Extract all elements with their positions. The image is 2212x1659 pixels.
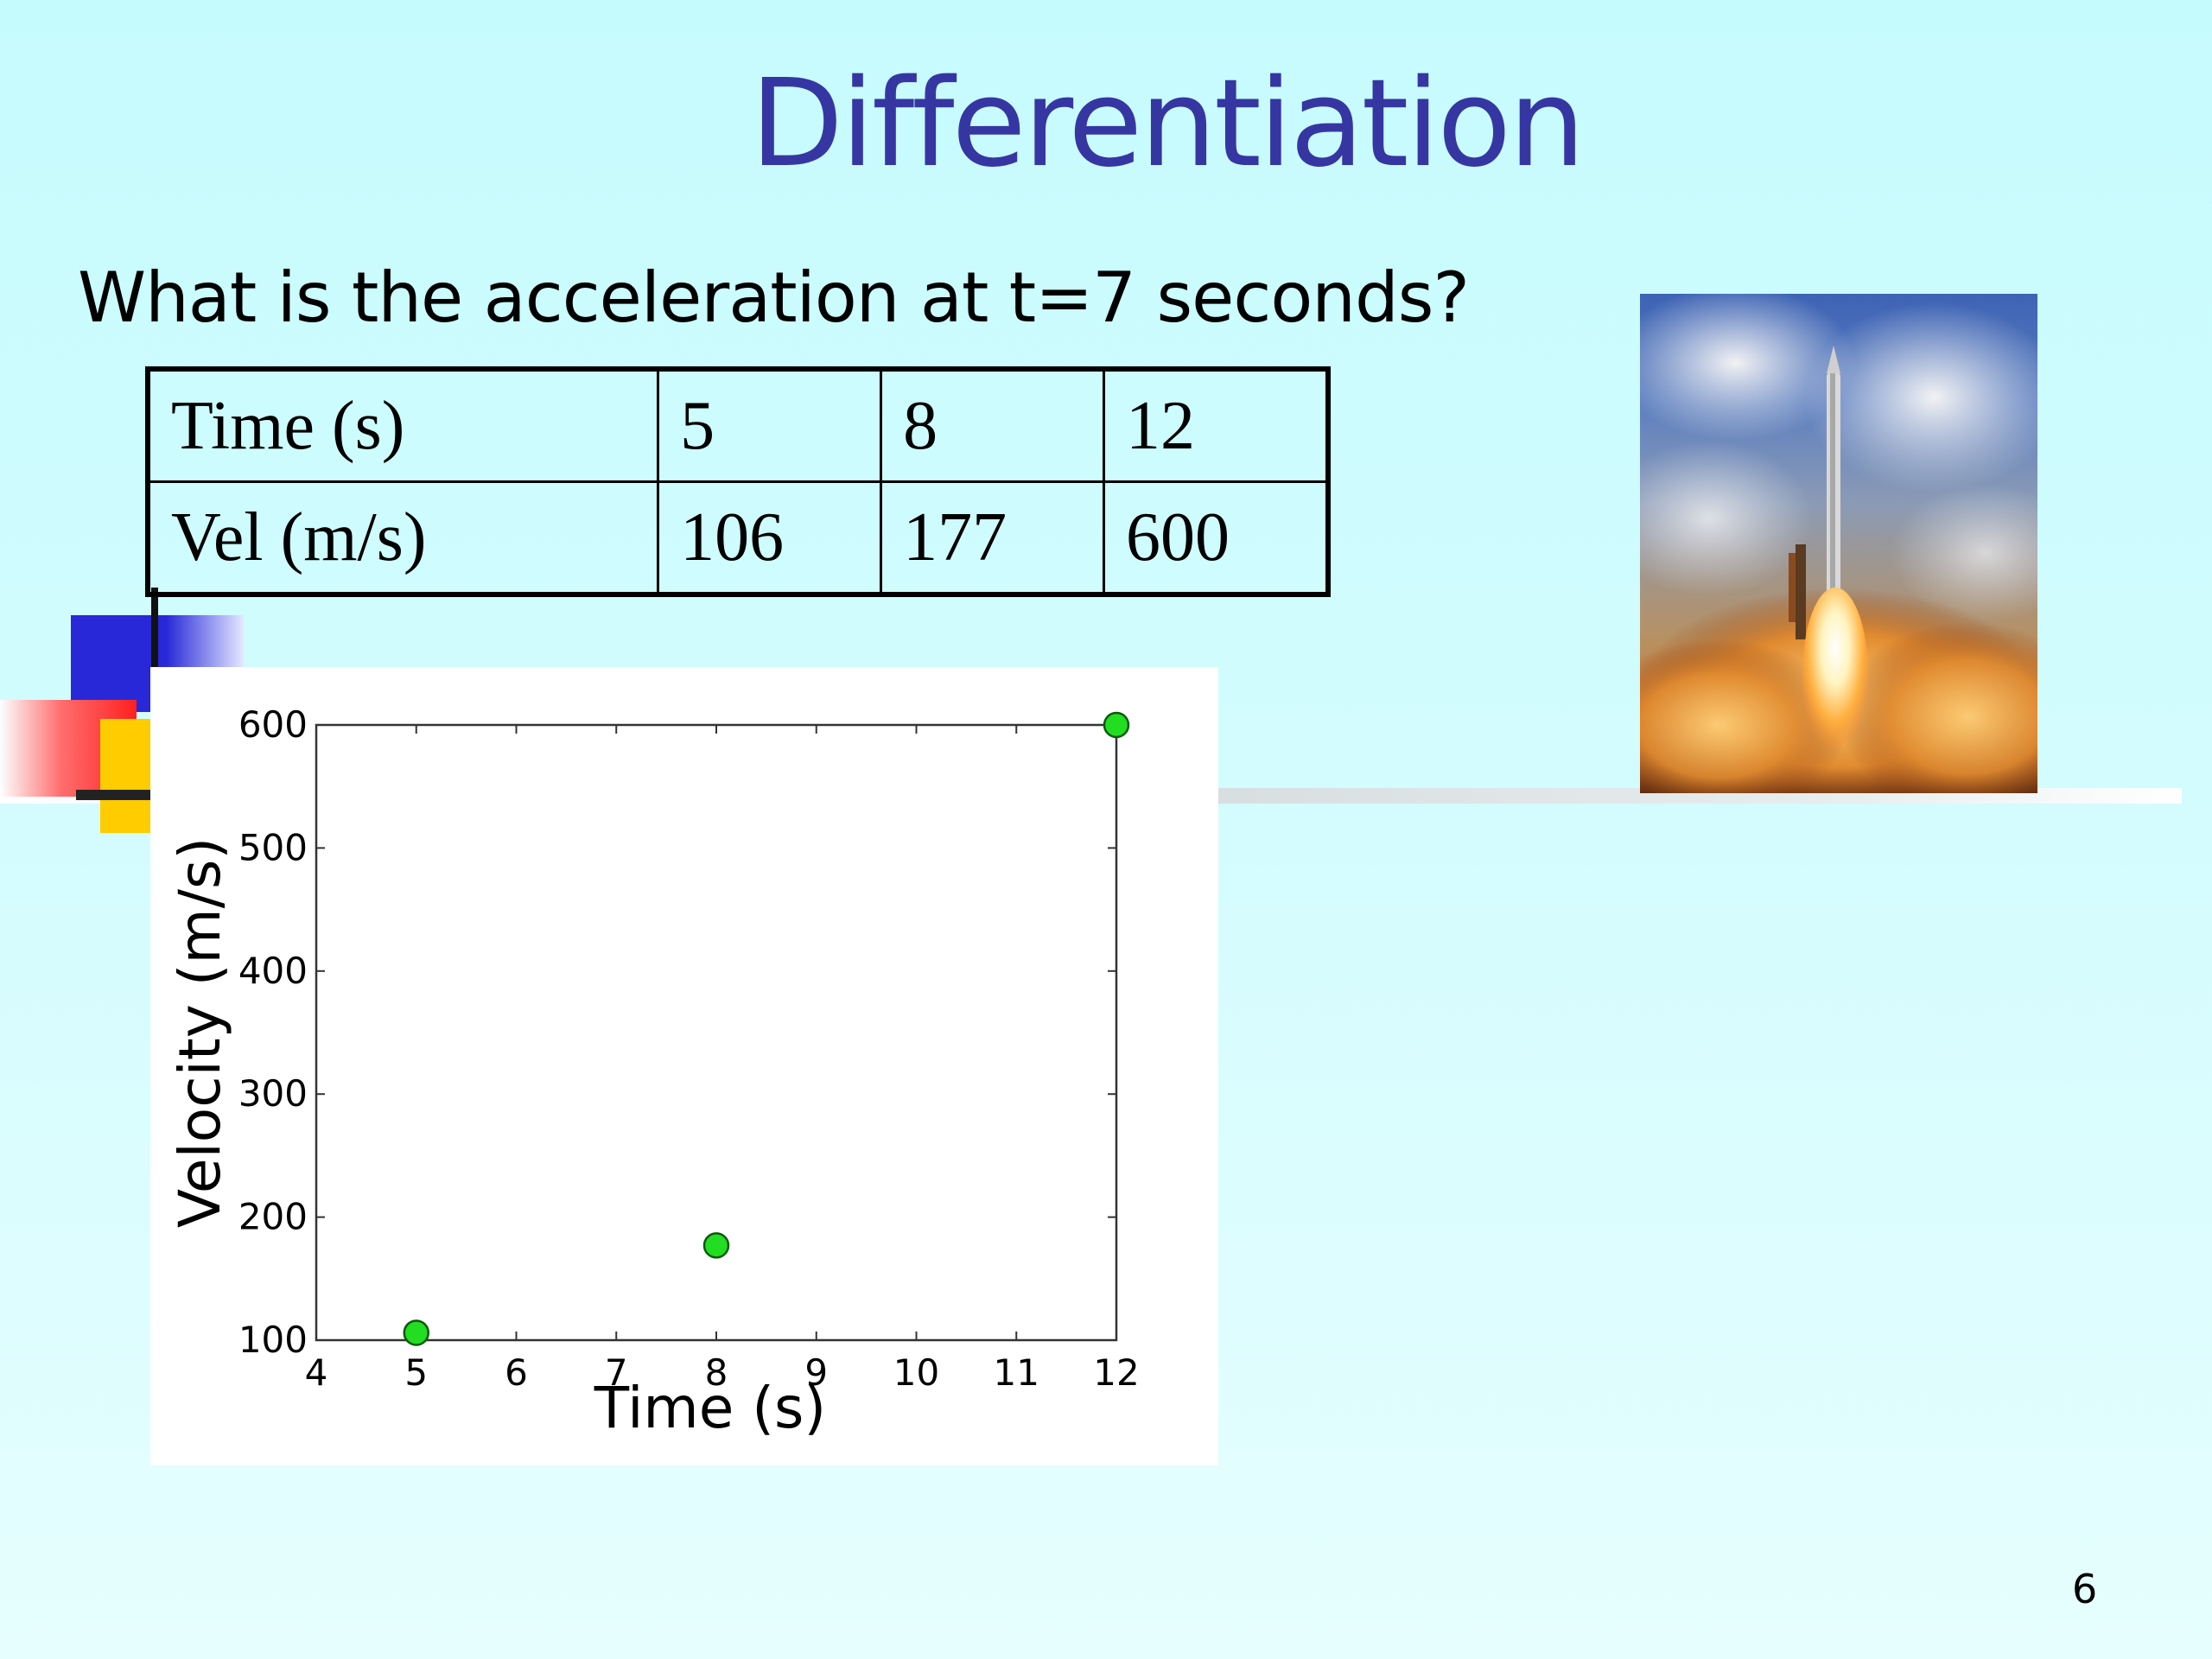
x-tick-label: 4 [305,1351,328,1394]
data-table: Time (s) 5 8 12 Vel (m/s) 106 177 600 [145,366,1331,597]
y-tick-label: 500 [238,826,308,868]
x-tick-label: 9 [804,1351,828,1394]
data-point [403,1319,429,1346]
table-row-velocity: Vel (m/s) 106 177 600 [146,480,1330,596]
rocket-launch-photo [1640,294,2037,793]
table-row-time: Time (s) 5 8 12 [146,367,1330,483]
data-point [1103,711,1130,739]
y-tick-label: 300 [238,1072,308,1115]
question-text: What is the acceleration at t=7 seconds? [78,257,1470,338]
table-cell: 106 [657,480,883,596]
y-tick-label: 400 [238,950,308,992]
page-number: 6 [2072,1566,2098,1612]
y-tick-label: 200 [238,1196,308,1238]
table-cell: 5 [657,367,883,483]
decorative-vertical-line [151,588,158,691]
x-axis-label: Time (s) [594,1375,826,1441]
x-tick-label: 11 [994,1351,1039,1394]
x-tick-label: 12 [1093,1351,1139,1394]
y-tick-label: 100 [238,1319,308,1361]
x-tick-label: 8 [705,1351,728,1394]
y-tick-label: 600 [238,703,308,746]
decorative-yellow-square [100,719,152,833]
table-cell: 12 [1103,367,1330,483]
rocket-icon [1640,294,2037,793]
x-tick-label: 6 [505,1351,528,1394]
x-tick-label: 10 [893,1351,939,1394]
x-tick-label: 5 [404,1351,428,1394]
table-header-velocity: Vel (m/s) [146,480,660,596]
slide-title: Differentiation [750,54,1586,194]
table-cell: 177 [880,480,1106,596]
table-header-time: Time (s) [146,367,660,483]
table-cell: 600 [1103,480,1330,596]
y-axis-label: Velocity (m/s) [167,837,233,1228]
data-point [702,1232,730,1259]
decorative-dark-bar [76,790,154,800]
table-cell: 8 [880,367,1106,483]
x-tick-label: 7 [605,1351,628,1394]
velocity-chart-panel: 4 5 6 7 8 9 10 11 12 100 200 300 400 500 600 Time (s) … [150,667,1218,1465]
